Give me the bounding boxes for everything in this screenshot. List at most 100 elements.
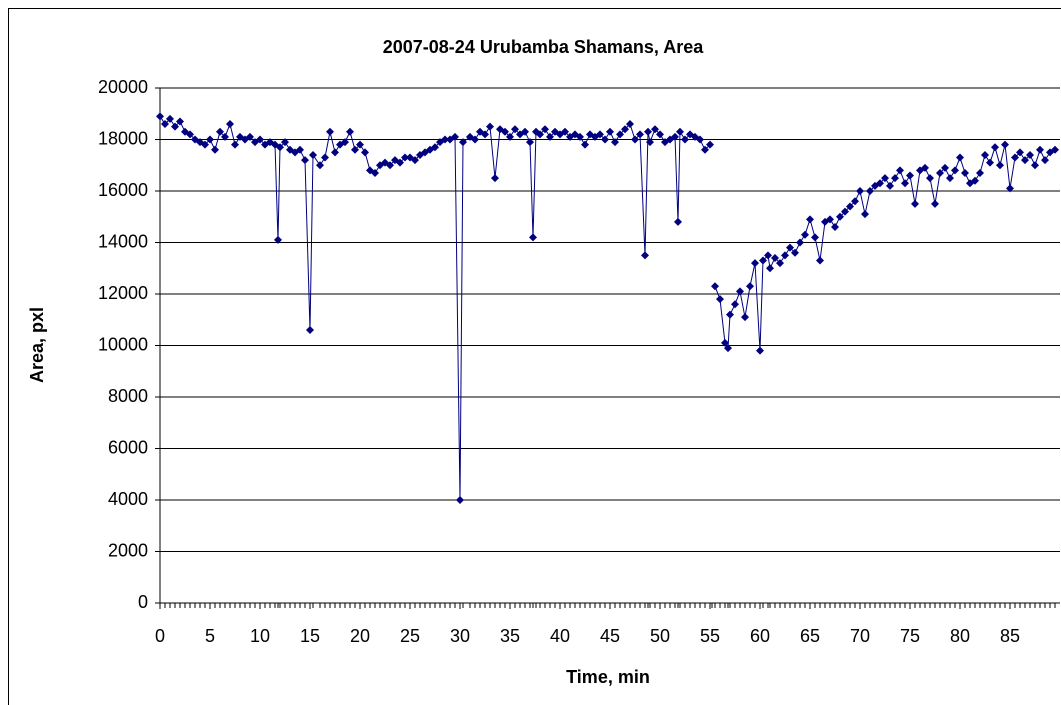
data-point xyxy=(676,127,684,136)
chart-frame xyxy=(8,8,1061,705)
x-tick-label: 70 xyxy=(850,626,870,646)
x-tick-label: 55 xyxy=(700,626,720,646)
data-point xyxy=(901,179,909,188)
data-point xyxy=(936,168,944,177)
data-point xyxy=(616,130,624,139)
data-point xyxy=(216,127,224,136)
data-point xyxy=(186,130,194,139)
data-point xyxy=(841,207,849,216)
y-tick-label: 14000 xyxy=(98,231,148,251)
data-point xyxy=(826,215,834,224)
data-point xyxy=(351,145,359,154)
data-point xyxy=(1041,156,1049,165)
data-point xyxy=(396,158,404,167)
data-point xyxy=(996,161,1004,170)
y-tick-label: 18000 xyxy=(98,128,148,148)
data-point xyxy=(621,125,629,134)
data-point xyxy=(641,251,649,260)
x-tick-label: 50 xyxy=(650,626,670,646)
data-point xyxy=(806,215,814,224)
data-point xyxy=(546,132,554,141)
x-tick-label: 20 xyxy=(350,626,370,646)
data-point xyxy=(846,202,854,211)
data-point xyxy=(256,135,264,144)
data-point xyxy=(671,132,679,141)
data-point xyxy=(601,135,609,144)
data-point xyxy=(1011,153,1019,162)
data-point xyxy=(876,179,884,188)
data-point xyxy=(756,346,764,355)
data-point xyxy=(411,156,419,165)
data-point xyxy=(696,135,704,144)
data-point xyxy=(631,135,639,144)
data-point xyxy=(866,187,874,195)
x-tick-label: 75 xyxy=(900,626,920,646)
y-tick-label: 8000 xyxy=(108,386,148,406)
data-point xyxy=(1001,140,1009,149)
data-point xyxy=(501,127,509,136)
data-point xyxy=(706,140,714,149)
data-point xyxy=(331,148,339,157)
data-point xyxy=(526,138,534,147)
y-tick-label: 4000 xyxy=(108,489,148,509)
data-point xyxy=(646,138,654,147)
data-point xyxy=(201,140,209,149)
data-point xyxy=(1051,145,1059,154)
data-point xyxy=(431,143,439,152)
data-point xyxy=(656,130,664,139)
data-point xyxy=(976,168,984,177)
data-point xyxy=(536,130,544,139)
data-point xyxy=(851,197,859,206)
data-point xyxy=(991,143,999,152)
y-tick-label: 6000 xyxy=(108,437,148,457)
data-point xyxy=(326,127,334,136)
data-point xyxy=(166,114,174,123)
data-point xyxy=(759,256,767,265)
data-point xyxy=(451,132,459,141)
x-tick-label: 45 xyxy=(600,626,620,646)
data-point xyxy=(626,120,634,129)
data-point xyxy=(246,132,254,141)
data-point xyxy=(161,120,169,129)
data-point xyxy=(1026,150,1034,159)
data-point xyxy=(596,130,604,139)
data-point xyxy=(811,233,819,242)
data-point xyxy=(1006,184,1014,193)
data-point xyxy=(471,135,479,144)
data-point xyxy=(836,212,844,221)
data-point xyxy=(156,112,164,121)
data-point xyxy=(576,132,584,141)
data-point xyxy=(281,138,289,147)
data-point xyxy=(441,135,449,144)
data-point xyxy=(736,287,744,296)
data-point xyxy=(506,132,514,141)
data-point xyxy=(456,496,464,504)
data-point xyxy=(926,174,934,183)
y-tick-label: 12000 xyxy=(98,283,148,303)
data-point xyxy=(781,251,789,260)
data-point xyxy=(346,127,354,136)
data-point xyxy=(231,140,239,149)
y-axis-title: Area, pxl xyxy=(27,307,47,383)
data-point xyxy=(1016,148,1024,157)
data-point xyxy=(296,145,304,154)
data-point xyxy=(541,125,549,134)
data-point xyxy=(521,127,529,136)
data-point xyxy=(356,140,364,149)
x-tick-label: 85 xyxy=(1000,626,1020,646)
data-point xyxy=(961,168,969,177)
chart-title: 2007-08-24 Urubamba Shamans, Area xyxy=(383,37,704,57)
data-point xyxy=(651,125,659,134)
x-tick-label: 35 xyxy=(500,626,520,646)
data-point xyxy=(971,176,979,185)
x-tick-label: 10 xyxy=(250,626,270,646)
data-point xyxy=(726,310,734,319)
data-point xyxy=(1021,156,1029,165)
data-point xyxy=(644,127,652,136)
data-point xyxy=(771,253,779,262)
data-point xyxy=(276,143,284,152)
data-point xyxy=(1031,161,1039,170)
data-point xyxy=(211,145,219,154)
data-point xyxy=(491,174,499,183)
data-point xyxy=(886,181,894,190)
